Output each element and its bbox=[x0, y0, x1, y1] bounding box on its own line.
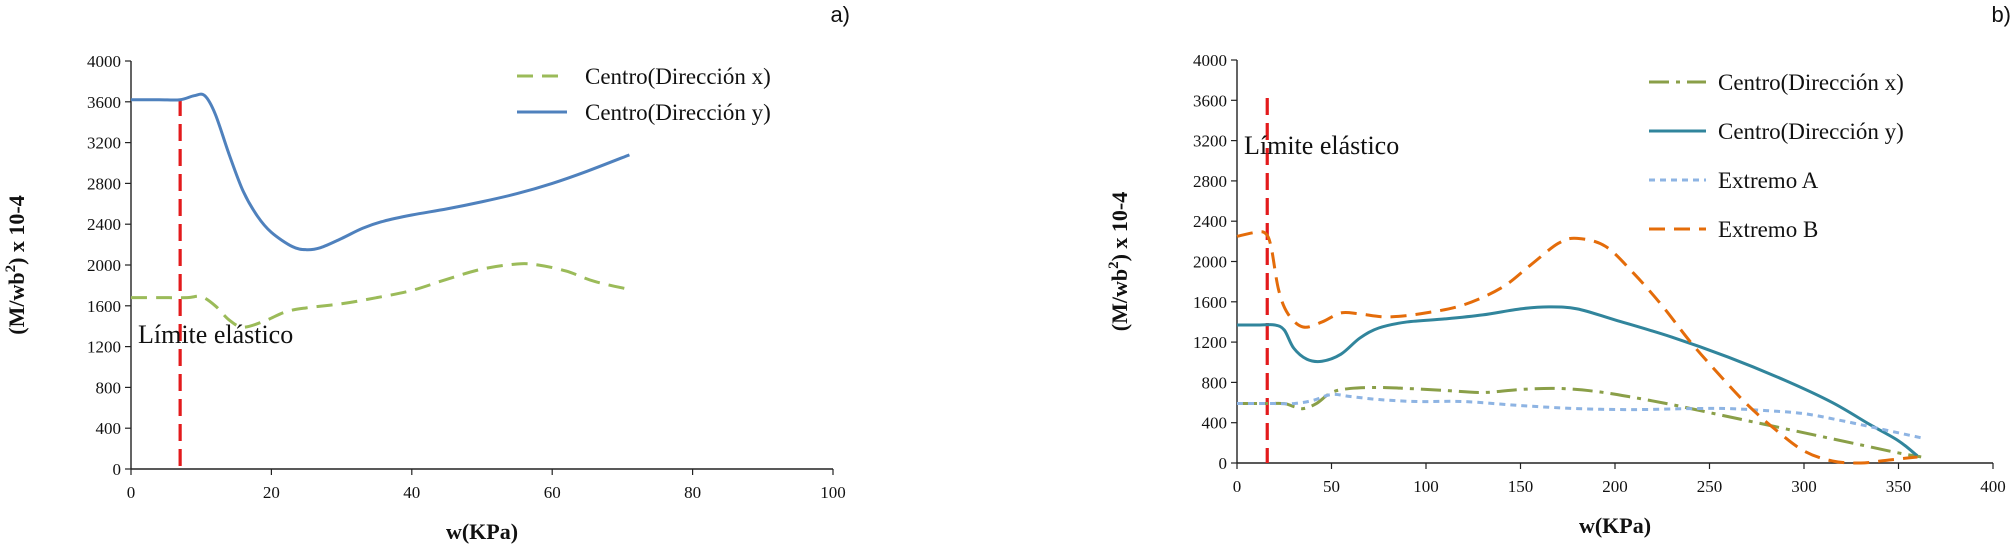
y-tick-label: 2400 bbox=[1193, 212, 1227, 231]
x-tick-label: 300 bbox=[1791, 477, 1817, 496]
series-line-1 bbox=[131, 262, 630, 329]
y-tick-label: 2800 bbox=[87, 174, 121, 193]
y-tick-label: 800 bbox=[96, 378, 122, 397]
y-tick-label: 800 bbox=[1202, 373, 1228, 392]
x-tick-label: 250 bbox=[1697, 477, 1723, 496]
legend-label-1: Centro(Dirección x) bbox=[1718, 70, 1904, 95]
x-tick-label: 350 bbox=[1886, 477, 1912, 496]
x-tick-label: 50 bbox=[1323, 477, 1340, 496]
y-axis-title: (M/wb2) x 10-4 bbox=[3, 195, 29, 334]
legend-label-1: Centro(Dirección x) bbox=[585, 64, 771, 89]
y-tick-label: 4000 bbox=[87, 52, 121, 71]
x-axis-title: w(KPa) bbox=[1579, 513, 1651, 538]
y-tick-label: 1200 bbox=[1193, 333, 1227, 352]
panel-label: a) bbox=[830, 2, 850, 27]
elastic-limit-annotation: Límite elástico bbox=[138, 320, 293, 349]
y-axis-title: (M/wb2) x 10-4 bbox=[1106, 192, 1132, 331]
y-tick-label: 1200 bbox=[87, 338, 121, 357]
x-tick-label: 200 bbox=[1602, 477, 1628, 496]
y-tick-label: 1600 bbox=[87, 297, 121, 316]
y-tick-label: 3600 bbox=[1193, 91, 1227, 110]
x-tick-label: 40 bbox=[403, 483, 420, 502]
y-tick-label: 4000 bbox=[1193, 51, 1227, 70]
y-tick-label: 3600 bbox=[87, 93, 121, 112]
x-tick-label: 400 bbox=[1980, 477, 2006, 496]
y-tick-label: 0 bbox=[113, 460, 122, 479]
y-tick-label: 2800 bbox=[1193, 172, 1227, 191]
y-tick-label: 3200 bbox=[87, 134, 121, 153]
series-line-2 bbox=[1237, 305, 1919, 458]
x-tick-label: 0 bbox=[1233, 477, 1242, 496]
series-line-3 bbox=[1237, 392, 1922, 440]
x-tick-label: 100 bbox=[820, 483, 846, 502]
y-tick-label: 3200 bbox=[1193, 132, 1227, 151]
series-line-1 bbox=[1237, 385, 1922, 459]
y-tick-label: 1600 bbox=[1193, 293, 1227, 312]
chart-panel-b: 0 400 800 1200 1600 2000 2400 2800 3200 3600 4000 0… bbox=[1106, 2, 2011, 538]
x-tick-label: 150 bbox=[1508, 477, 1534, 496]
y-tick-label: 2000 bbox=[1193, 253, 1227, 272]
legend-label-3: Extremo A bbox=[1718, 168, 1819, 193]
series-line-4 bbox=[1236, 230, 1918, 465]
x-tick-label: 80 bbox=[684, 483, 701, 502]
series-line-2 bbox=[131, 92, 630, 252]
x-axis-title: w(KPa) bbox=[446, 519, 518, 544]
y-tick-label: 2000 bbox=[87, 256, 121, 275]
y-tick-label: 400 bbox=[1202, 414, 1228, 433]
legend-label-2: Centro(Dirección y) bbox=[585, 100, 771, 125]
chart-panel-a: 0 400 800 1200 1600 2000 2400 2800 3200 3600 4000 0… bbox=[3, 2, 850, 544]
elastic-limit-annotation: Límite elástico bbox=[1244, 131, 1399, 160]
y-tick-label: 2400 bbox=[87, 215, 121, 234]
x-tick-label: 100 bbox=[1413, 477, 1439, 496]
legend-label-2: Centro(Dirección y) bbox=[1718, 119, 1904, 144]
x-tick-label: 60 bbox=[544, 483, 561, 502]
panel-label: b) bbox=[1991, 2, 2011, 27]
y-tick-label: 0 bbox=[1219, 454, 1228, 473]
y-tick-label: 400 bbox=[96, 419, 122, 438]
legend-label-4: Extremo B bbox=[1718, 217, 1818, 242]
x-tick-label: 20 bbox=[263, 483, 280, 502]
x-tick-label: 0 bbox=[127, 483, 136, 502]
